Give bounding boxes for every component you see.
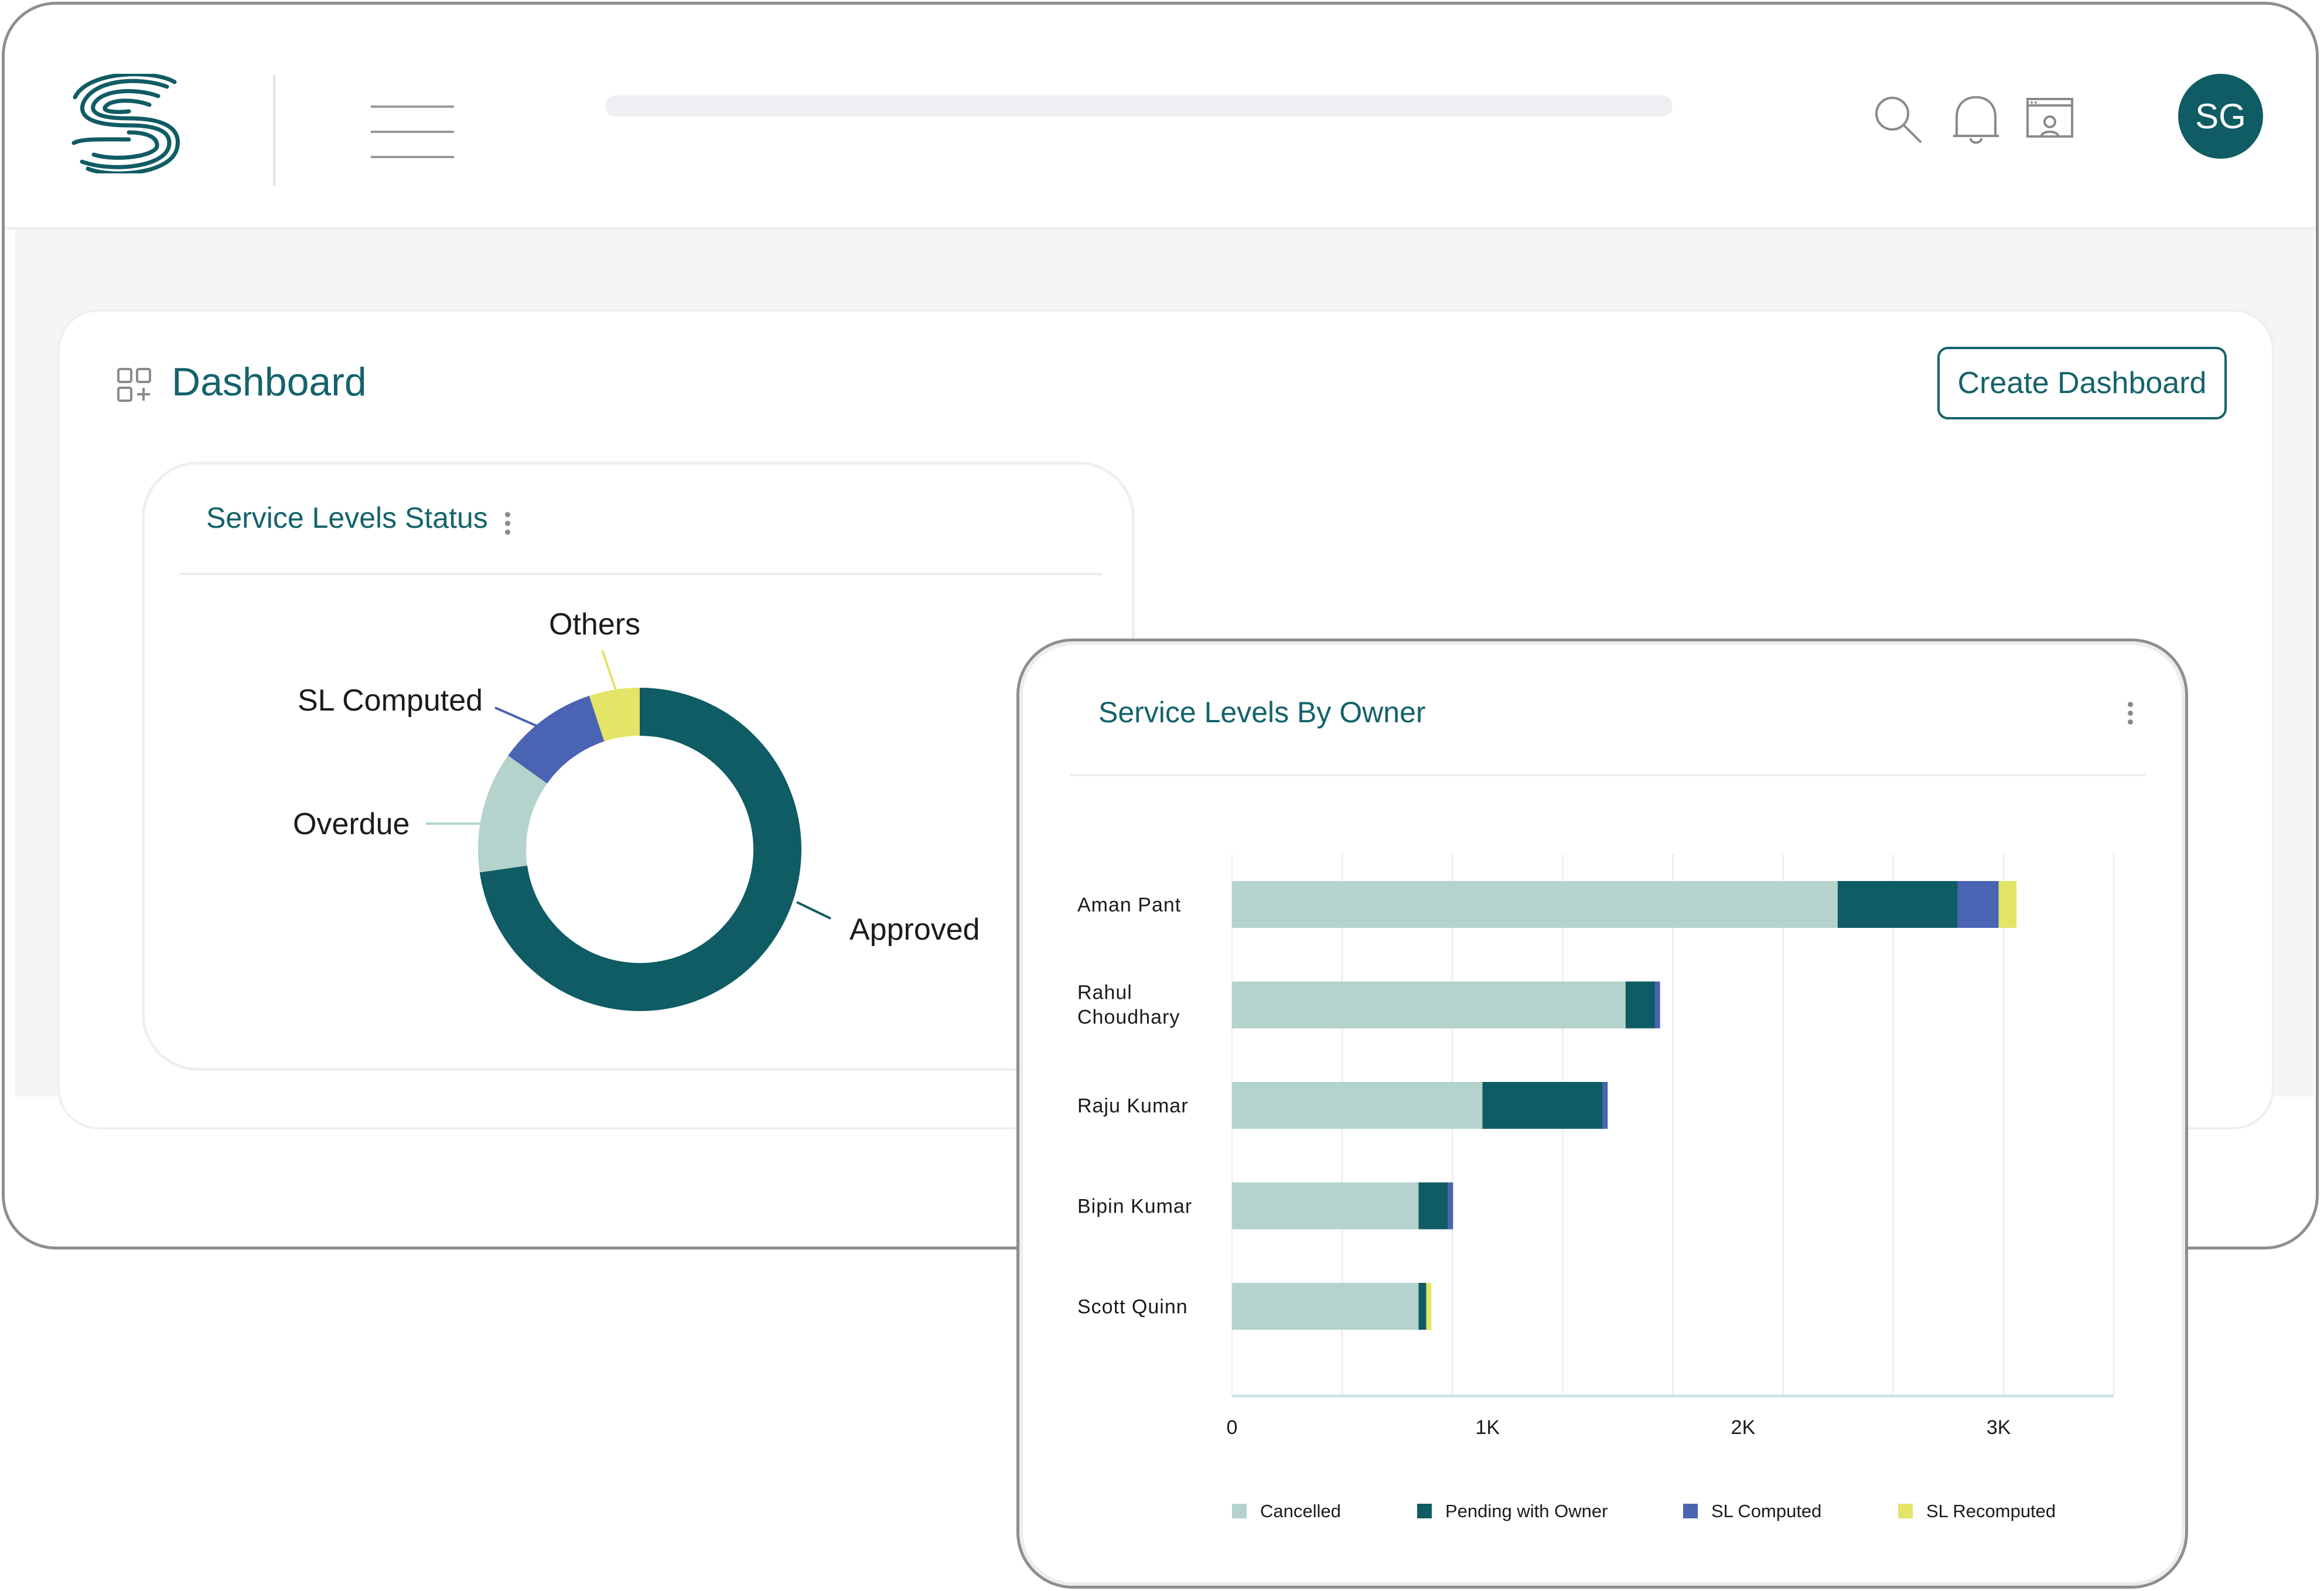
category-label-rahul-choudhary: Rahul Choudhary <box>1077 982 1180 1029</box>
profile-window-icon[interactable] <box>2026 97 2074 144</box>
hamburger-menu-icon[interactable] <box>371 105 454 158</box>
status-donut-chart <box>426 650 831 1011</box>
bar-bipin-kumar-cancelled[interactable] <box>1232 1182 1419 1230</box>
user-avatar[interactable]: SG <box>2178 74 2263 159</box>
owner-card-inner-border <box>1019 641 2185 1586</box>
legend-swatch-cancelled[interactable] <box>1232 1504 1247 1518</box>
bar-scott-quinn-pending-with-owner[interactable] <box>1418 1283 1427 1330</box>
owner-card-kebab-icon[interactable] <box>2124 702 2136 728</box>
logo-icon[interactable] <box>70 74 182 173</box>
bar-aman-pant-sl-recomputed[interactable] <box>1998 881 2017 928</box>
donut-label-overdue: Overdue <box>293 807 410 841</box>
donut-slice-sl-computed[interactable] <box>508 695 605 784</box>
donut-slice-others[interactable] <box>589 688 641 742</box>
legend-label-cancelled[interactable]: Cancelled <box>1260 1501 1341 1521</box>
bar-scott-quinn-sl-recomputed[interactable] <box>1426 1283 1432 1330</box>
bar-rahul-choudhary-sl-computed[interactable] <box>1654 981 1660 1029</box>
legend-label-sl-computed[interactable]: SL Computed <box>1711 1501 1821 1521</box>
category-label-scott-quinn: Scott Quinn <box>1077 1296 1188 1318</box>
bar-raju-kumar-cancelled[interactable] <box>1232 1082 1483 1129</box>
sl-computed-leader-line <box>494 706 538 728</box>
top-navigation-bar: SG <box>5 5 2316 230</box>
legend-swatch-sl-computed[interactable] <box>1683 1504 1698 1518</box>
bar-rahul-choudhary-cancelled[interactable] <box>1232 981 1626 1029</box>
create-dashboard-button[interactable]: Create Dashboard <box>1937 347 2227 419</box>
legend-label-pending-with-owner[interactable]: Pending with Owner <box>1445 1501 1608 1521</box>
donut-label-others: Others <box>549 607 641 641</box>
bar-raju-kumar-pending-with-owner[interactable] <box>1482 1082 1603 1129</box>
page-title: Dashboard <box>172 360 367 404</box>
bar-rahul-choudhary-pending-with-owner[interactable] <box>1625 981 1655 1029</box>
donut-slice-overdue[interactable] <box>478 755 548 873</box>
bar-aman-pant-sl-computed[interactable] <box>1957 881 1999 928</box>
x-tick-label-3k: 3K <box>1987 1416 2011 1439</box>
owner-bar-chart: Aman Pant Rahul Choudhary Raju Kumar Bipin K… <box>1077 854 2115 1521</box>
x-tick-label-0: 0 <box>1227 1416 1238 1439</box>
search-bar[interactable] <box>605 95 1673 117</box>
donut-slice-approved[interactable] <box>479 688 801 1011</box>
x-tick-label-2k: 2K <box>1731 1416 1756 1439</box>
category-label-aman-pant: Aman Pant <box>1077 894 1181 916</box>
bar-bipin-kumar-pending-with-owner[interactable] <box>1418 1182 1448 1230</box>
approved-leader-line <box>796 901 831 920</box>
header-divider <box>273 75 275 186</box>
bell-icon[interactable] <box>1951 94 2001 146</box>
others-leader-line <box>601 650 619 695</box>
category-label-raju-kumar: Raju Kumar <box>1077 1095 1189 1117</box>
status-card-kebab-icon[interactable] <box>501 512 513 538</box>
legend-swatch-sl-recomputed[interactable] <box>1898 1504 1913 1518</box>
owner-card-title: Service Levels By Owner <box>1098 696 1426 729</box>
legend-swatch-pending-with-owner[interactable] <box>1417 1504 1432 1518</box>
dashboard-grid-icon <box>117 368 151 402</box>
x-tick-label-1k: 1K <box>1475 1416 1500 1439</box>
bar-aman-pant-pending-with-owner[interactable] <box>1837 881 1958 928</box>
donut-label-sl-computed: SL Computed <box>298 684 483 718</box>
legend-label-sl-recomputed[interactable]: SL Recomputed <box>1926 1501 2056 1521</box>
status-card-divider <box>180 573 1103 575</box>
owner-card-divider <box>1070 774 2145 776</box>
bar-aman-pant-cancelled[interactable] <box>1232 881 1838 928</box>
search-icon[interactable] <box>1872 94 1925 146</box>
bar-raju-kumar-sl-computed[interactable] <box>1602 1082 1608 1129</box>
bar-scott-quinn-cancelled[interactable] <box>1232 1283 1419 1330</box>
donut-label-approved: Approved <box>849 913 980 947</box>
status-card-title: Service Levels Status <box>206 501 488 534</box>
category-label-bipin-kumar: Bipin Kumar <box>1077 1196 1192 1218</box>
avatar-initials: SG <box>2195 97 2246 136</box>
bar-bipin-kumar-sl-computed[interactable] <box>1448 1182 1453 1230</box>
